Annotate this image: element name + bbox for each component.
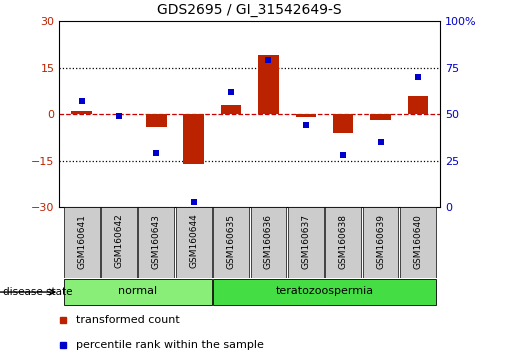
Point — [78, 98, 86, 104]
Text: GSM160640: GSM160640 — [414, 213, 422, 269]
Point — [302, 122, 310, 128]
Bar — [363, 207, 399, 278]
Text: GSM160643: GSM160643 — [152, 213, 161, 269]
Bar — [72, 111, 92, 114]
Bar — [183, 114, 204, 164]
Point — [115, 113, 123, 119]
Point — [376, 139, 385, 145]
Text: GSM160635: GSM160635 — [227, 213, 235, 269]
Bar — [221, 105, 242, 114]
Bar — [139, 207, 174, 278]
Bar — [176, 207, 212, 278]
Point — [414, 74, 422, 80]
Bar — [325, 207, 361, 278]
Text: normal: normal — [118, 286, 157, 297]
Bar — [213, 279, 436, 305]
Bar — [333, 114, 353, 133]
Bar — [408, 96, 428, 114]
Text: GSM160644: GSM160644 — [189, 214, 198, 268]
Bar — [370, 114, 391, 120]
Text: GSM160637: GSM160637 — [301, 213, 311, 269]
Bar — [258, 55, 279, 114]
Text: transformed count: transformed count — [76, 315, 180, 325]
Bar — [64, 207, 99, 278]
Text: GSM160636: GSM160636 — [264, 213, 273, 269]
Text: percentile rank within the sample: percentile rank within the sample — [76, 341, 264, 350]
Point — [152, 150, 161, 156]
Bar — [213, 207, 249, 278]
Text: GSM160642: GSM160642 — [114, 214, 124, 268]
Bar — [250, 207, 286, 278]
Bar — [64, 279, 212, 305]
Point — [190, 199, 198, 204]
Text: teratozoospermia: teratozoospermia — [276, 286, 373, 297]
Text: GSM160638: GSM160638 — [339, 213, 348, 269]
Text: GSM160639: GSM160639 — [376, 213, 385, 269]
Bar — [101, 207, 137, 278]
Bar — [146, 114, 167, 127]
Bar — [288, 207, 324, 278]
Point — [227, 89, 235, 95]
Point — [264, 57, 272, 63]
Text: GSM160641: GSM160641 — [77, 213, 86, 269]
Bar — [296, 114, 316, 117]
Text: disease state: disease state — [3, 287, 72, 297]
Bar — [400, 207, 436, 278]
Point — [339, 152, 347, 158]
Title: GDS2695 / GI_31542649-S: GDS2695 / GI_31542649-S — [158, 4, 342, 17]
